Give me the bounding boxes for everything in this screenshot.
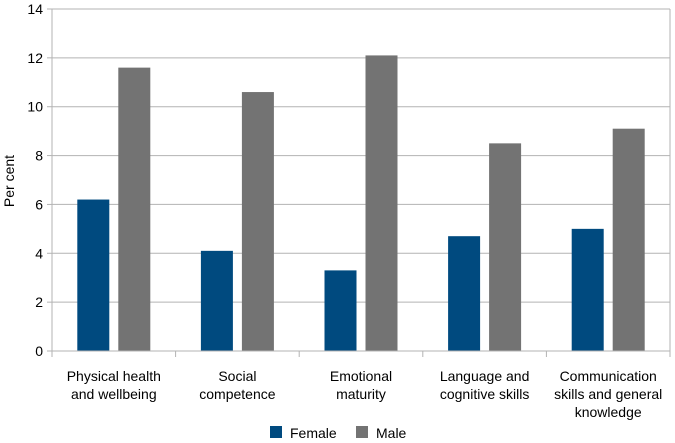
- bar-male: [612, 128, 645, 351]
- bar-male: [489, 143, 522, 351]
- bar-female: [200, 250, 233, 351]
- bar-male: [365, 55, 398, 352]
- x-tick-label: competence: [199, 386, 275, 402]
- y-axis-label: Per cent: [1, 155, 17, 207]
- y-tick-label: 4: [35, 245, 43, 261]
- y-tick-label: 14: [27, 1, 43, 17]
- legend-label-male: Male: [376, 425, 407, 441]
- bar-female: [324, 270, 357, 351]
- y-tick-label: 6: [35, 196, 43, 212]
- bar-female: [571, 228, 604, 351]
- legend: Female Male: [270, 425, 407, 441]
- x-tick-label: skills and general: [554, 386, 662, 402]
- x-tick-label: cognitive skills: [440, 386, 529, 402]
- x-tick-label: Emotional: [330, 368, 392, 384]
- x-tick-label: maturity: [336, 386, 386, 402]
- legend-swatch-female: [270, 426, 282, 438]
- legend-label-female: Female: [290, 425, 337, 441]
- x-tick-label: and wellbeing: [71, 386, 157, 402]
- bar-female: [448, 236, 481, 351]
- bar-female: [77, 199, 110, 351]
- legend-swatch-male: [356, 426, 368, 438]
- x-tick-labels: Physical health and wellbeing Social compet…: [67, 368, 663, 420]
- y-tick-label: 0: [35, 343, 43, 359]
- x-tick-label: Communication: [560, 368, 657, 384]
- gridlines: [52, 8, 670, 303]
- x-tick-label: Social: [218, 368, 256, 384]
- y-tick-label: 10: [27, 99, 43, 115]
- axes: [47, 8, 671, 357]
- x-tick-label: Physical health: [67, 368, 161, 384]
- bar-male: [241, 92, 274, 352]
- bar-male: [118, 67, 151, 351]
- bars: [77, 55, 645, 352]
- y-tick-label: 8: [35, 148, 43, 164]
- y-tick-labels: 0 2 4 6 8 10 12 14: [27, 1, 43, 359]
- y-tick-label: 12: [27, 50, 43, 66]
- y-tick-label: 2: [35, 294, 43, 310]
- x-tick-label: Language and: [440, 368, 530, 384]
- x-tick-label: knowledge: [575, 404, 642, 420]
